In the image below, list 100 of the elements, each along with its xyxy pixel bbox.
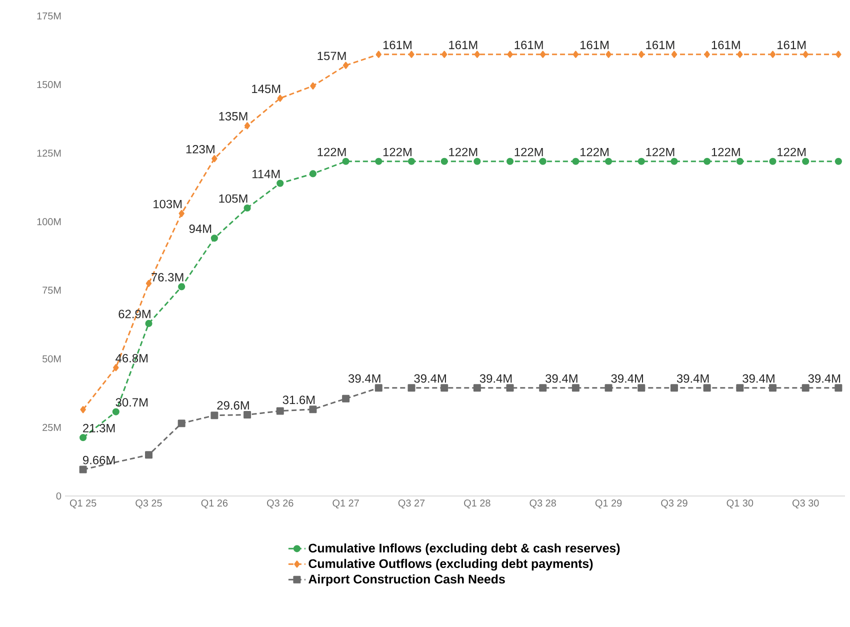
data-label: 122M — [646, 148, 674, 156]
data-label: 76.3M — [152, 273, 184, 282]
point — [572, 50, 579, 58]
data-label: 39.4M — [348, 374, 380, 383]
point — [342, 394, 350, 402]
y-tick-label: 150M — [37, 81, 61, 88]
y-tick-label: 50M — [42, 355, 61, 362]
data-label: 161M — [383, 40, 412, 50]
x-tick-label: Q3 26 — [267, 500, 294, 508]
point — [736, 158, 744, 165]
point — [671, 50, 678, 58]
point — [441, 50, 448, 58]
point — [375, 158, 382, 165]
data-label: 122M — [712, 148, 740, 156]
point — [309, 170, 317, 178]
data-label: 114M — [252, 170, 280, 178]
data-label: 9.66M — [83, 456, 115, 464]
point — [506, 384, 514, 392]
point — [210, 412, 218, 420]
point — [539, 158, 546, 165]
point — [408, 158, 416, 165]
point — [769, 158, 776, 165]
point — [703, 384, 711, 392]
point — [178, 283, 186, 290]
point — [836, 50, 842, 58]
data-label: 157M — [318, 52, 346, 60]
point — [572, 158, 580, 165]
point — [802, 384, 810, 392]
point — [80, 406, 86, 414]
data-label: 161M — [449, 40, 478, 50]
x-tick-label: Q3 25 — [136, 500, 162, 508]
point — [178, 210, 184, 218]
legend-label: Airport Construction Cash Needs — [308, 574, 505, 586]
point — [604, 158, 612, 165]
data-label: 39.4M — [676, 374, 709, 383]
point — [572, 384, 580, 392]
data-label: 122M — [318, 148, 346, 156]
point — [638, 158, 645, 165]
point — [276, 180, 284, 187]
x-tick-label: Q1 27 — [332, 500, 359, 508]
data-label: 161M — [712, 40, 740, 50]
y-tick-label: 0 — [56, 492, 62, 500]
point — [604, 384, 612, 392]
point — [638, 384, 646, 392]
point — [670, 384, 678, 392]
point — [210, 234, 218, 242]
point — [113, 364, 119, 372]
point — [440, 384, 448, 392]
data-label: 39.4M — [546, 374, 578, 383]
point — [834, 384, 842, 392]
point — [145, 451, 152, 459]
point — [342, 62, 349, 69]
data-label: 39.4M — [480, 374, 512, 383]
x-tick-label: Q3 30 — [792, 500, 819, 508]
point — [670, 158, 678, 165]
point — [737, 50, 743, 58]
point — [736, 384, 744, 392]
point — [802, 50, 808, 58]
point — [309, 406, 317, 414]
data-label: 39.4M — [808, 374, 840, 383]
point — [244, 122, 250, 130]
legend-label: Cumulative Inflows (excluding debt & cash reserves) — [308, 543, 620, 556]
x-tick-label: Q1 30 — [726, 500, 754, 508]
point — [79, 466, 87, 474]
point — [112, 408, 120, 416]
point — [212, 155, 218, 162]
point — [244, 411, 252, 419]
data-label: 161M — [778, 40, 806, 50]
point — [408, 50, 414, 58]
x-tick-label: Q3 29 — [661, 500, 688, 508]
point — [440, 158, 448, 165]
data-label: 135M — [219, 112, 248, 120]
point — [474, 158, 481, 165]
point — [244, 204, 251, 212]
point — [507, 50, 513, 58]
point — [704, 158, 711, 165]
data-label: 161M — [514, 40, 543, 50]
point — [374, 384, 382, 392]
point — [770, 50, 776, 58]
data-label: 145M — [252, 84, 280, 94]
point — [638, 50, 644, 58]
legend-label: Cumulative Outflows (excluding debt payments) — [308, 558, 593, 571]
data-label: 105M — [219, 194, 248, 203]
point — [408, 384, 416, 392]
data-label: 122M — [580, 148, 608, 156]
data-label: 29.6M — [217, 401, 249, 410]
data-label: 122M — [449, 148, 478, 156]
x-tick-label: Q3 27 — [398, 500, 425, 508]
point — [606, 50, 612, 58]
point — [834, 158, 842, 165]
data-label: 94M — [189, 224, 212, 233]
y-tick-label: 125M — [37, 150, 61, 157]
point — [277, 94, 283, 102]
point — [276, 407, 284, 415]
data-label: 39.4M — [742, 374, 774, 383]
x-tick-label: Q3 28 — [530, 500, 556, 508]
data-label: 122M — [514, 148, 543, 156]
point — [802, 158, 810, 165]
y-tick-label: 175M — [37, 12, 61, 20]
y-tick-label: 100M — [37, 218, 61, 226]
